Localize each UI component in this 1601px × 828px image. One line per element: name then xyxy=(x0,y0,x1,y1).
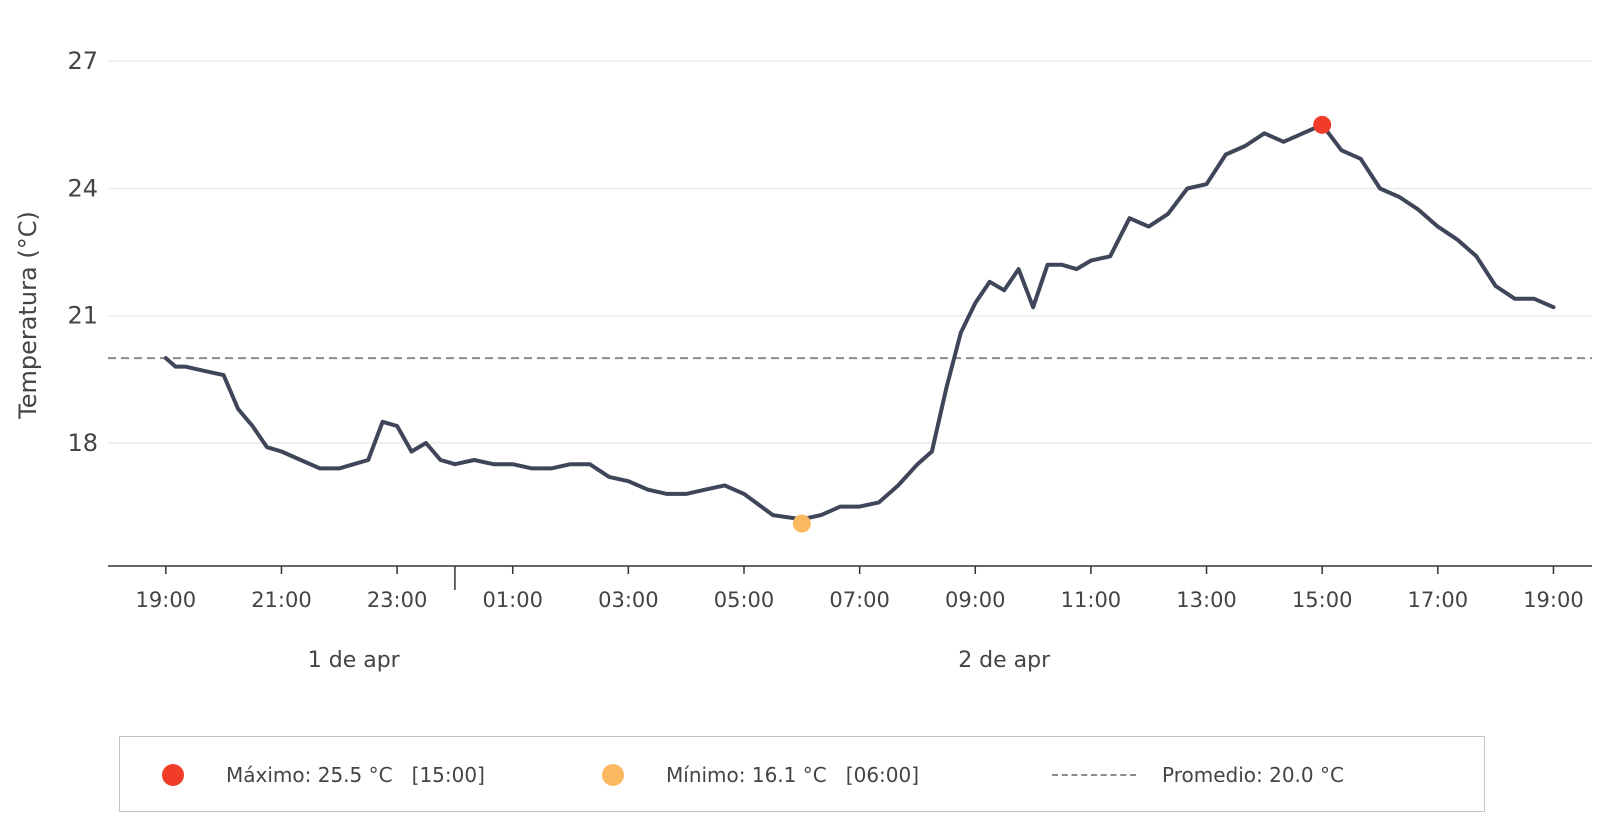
x-tick-label: 11:00 xyxy=(1061,588,1122,612)
series-line xyxy=(163,122,1556,522)
legend: Máximo: 25.5 °C [15:00] Mínimo: 16.1 °C … xyxy=(119,736,1485,812)
x-tick-label: 21:00 xyxy=(251,588,312,612)
y-tick-label: 27 xyxy=(67,47,98,75)
min-marker xyxy=(792,514,811,533)
legend-item-max: Máximo: 25.5 °C [15:00] xyxy=(162,737,485,813)
legend-label-mean: Promedio: 20.0 °C xyxy=(1162,763,1344,787)
legend-item-min: Mínimo: 16.1 °C [06:00] xyxy=(602,737,919,813)
x-tick-labels: 19:00 21:00 23:00 01:00 03:00 05:00 07:00 09:00… xyxy=(136,566,1584,612)
max-marker xyxy=(1313,115,1332,134)
day-label: 2 de apr xyxy=(958,648,1051,673)
day-label: 1 de apr xyxy=(308,648,401,673)
x-tick-label: 19:00 xyxy=(1523,588,1584,612)
legend-label-min: Mínimo: 16.1 °C [06:00] xyxy=(666,763,920,787)
legend-item-mean: Promedio: 20.0 °C xyxy=(1052,737,1344,813)
x-tick-label: 07:00 xyxy=(829,588,890,612)
y-tick-label: 18 xyxy=(67,429,98,457)
x-tick-label: 01:00 xyxy=(482,588,543,612)
x-tick-label: 15:00 xyxy=(1292,588,1353,612)
x-tick-label: 17:00 xyxy=(1408,588,1469,612)
x-tick-label: 03:00 xyxy=(598,588,659,612)
x-tick-label: 09:00 xyxy=(945,588,1006,612)
y-tick-labels: 18 21 24 27 xyxy=(67,47,98,457)
x-tick-label: 23:00 xyxy=(367,588,428,612)
max-dot-icon xyxy=(162,764,184,786)
x-tick-label: 05:00 xyxy=(714,588,775,612)
y-tick-label: 24 xyxy=(67,174,98,202)
y-axis-label: Temperatura (°C) xyxy=(14,211,42,420)
x-tick-label: 19:00 xyxy=(136,588,197,612)
grid-lines xyxy=(108,60,1592,444)
y-tick-label: 21 xyxy=(67,302,98,330)
min-dot-icon xyxy=(602,764,624,786)
legend-label-max: Máximo: 25.5 °C [15:00] xyxy=(226,763,485,787)
x-tick-label: 13:00 xyxy=(1176,588,1237,612)
dashed-line-icon xyxy=(1052,774,1136,776)
